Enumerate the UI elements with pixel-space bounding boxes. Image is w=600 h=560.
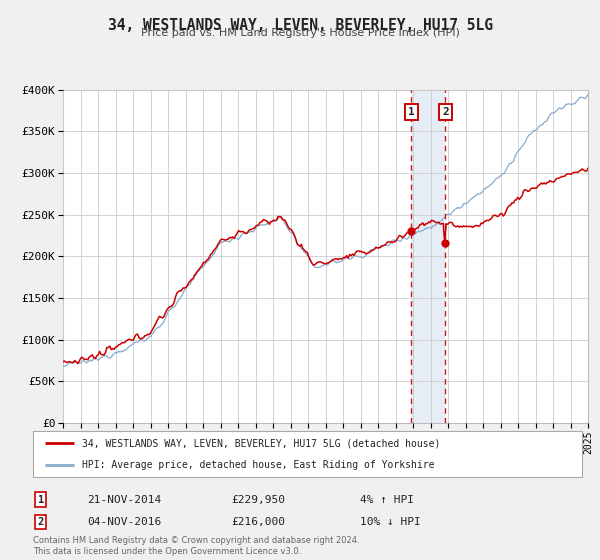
Text: 1: 1	[408, 107, 415, 117]
Text: 21-NOV-2014: 21-NOV-2014	[87, 494, 161, 505]
Text: £229,950: £229,950	[231, 494, 285, 505]
Text: £216,000: £216,000	[231, 517, 285, 527]
Text: 2: 2	[442, 107, 449, 117]
Text: 04-NOV-2016: 04-NOV-2016	[87, 517, 161, 527]
Text: 34, WESTLANDS WAY, LEVEN, BEVERLEY, HU17 5LG (detached house): 34, WESTLANDS WAY, LEVEN, BEVERLEY, HU17…	[82, 438, 441, 448]
Text: 4% ↑ HPI: 4% ↑ HPI	[360, 494, 414, 505]
Text: 10% ↓ HPI: 10% ↓ HPI	[360, 517, 421, 527]
Text: 34, WESTLANDS WAY, LEVEN, BEVERLEY, HU17 5LG: 34, WESTLANDS WAY, LEVEN, BEVERLEY, HU17…	[107, 18, 493, 33]
Text: HPI: Average price, detached house, East Riding of Yorkshire: HPI: Average price, detached house, East…	[82, 460, 435, 470]
Text: 1: 1	[38, 494, 44, 505]
Text: Contains HM Land Registry data © Crown copyright and database right 2024.
This d: Contains HM Land Registry data © Crown c…	[33, 536, 359, 556]
Text: Price paid vs. HM Land Registry's House Price Index (HPI): Price paid vs. HM Land Registry's House …	[140, 28, 460, 38]
Bar	[411, 90, 445, 423]
Text: 2: 2	[38, 517, 44, 527]
